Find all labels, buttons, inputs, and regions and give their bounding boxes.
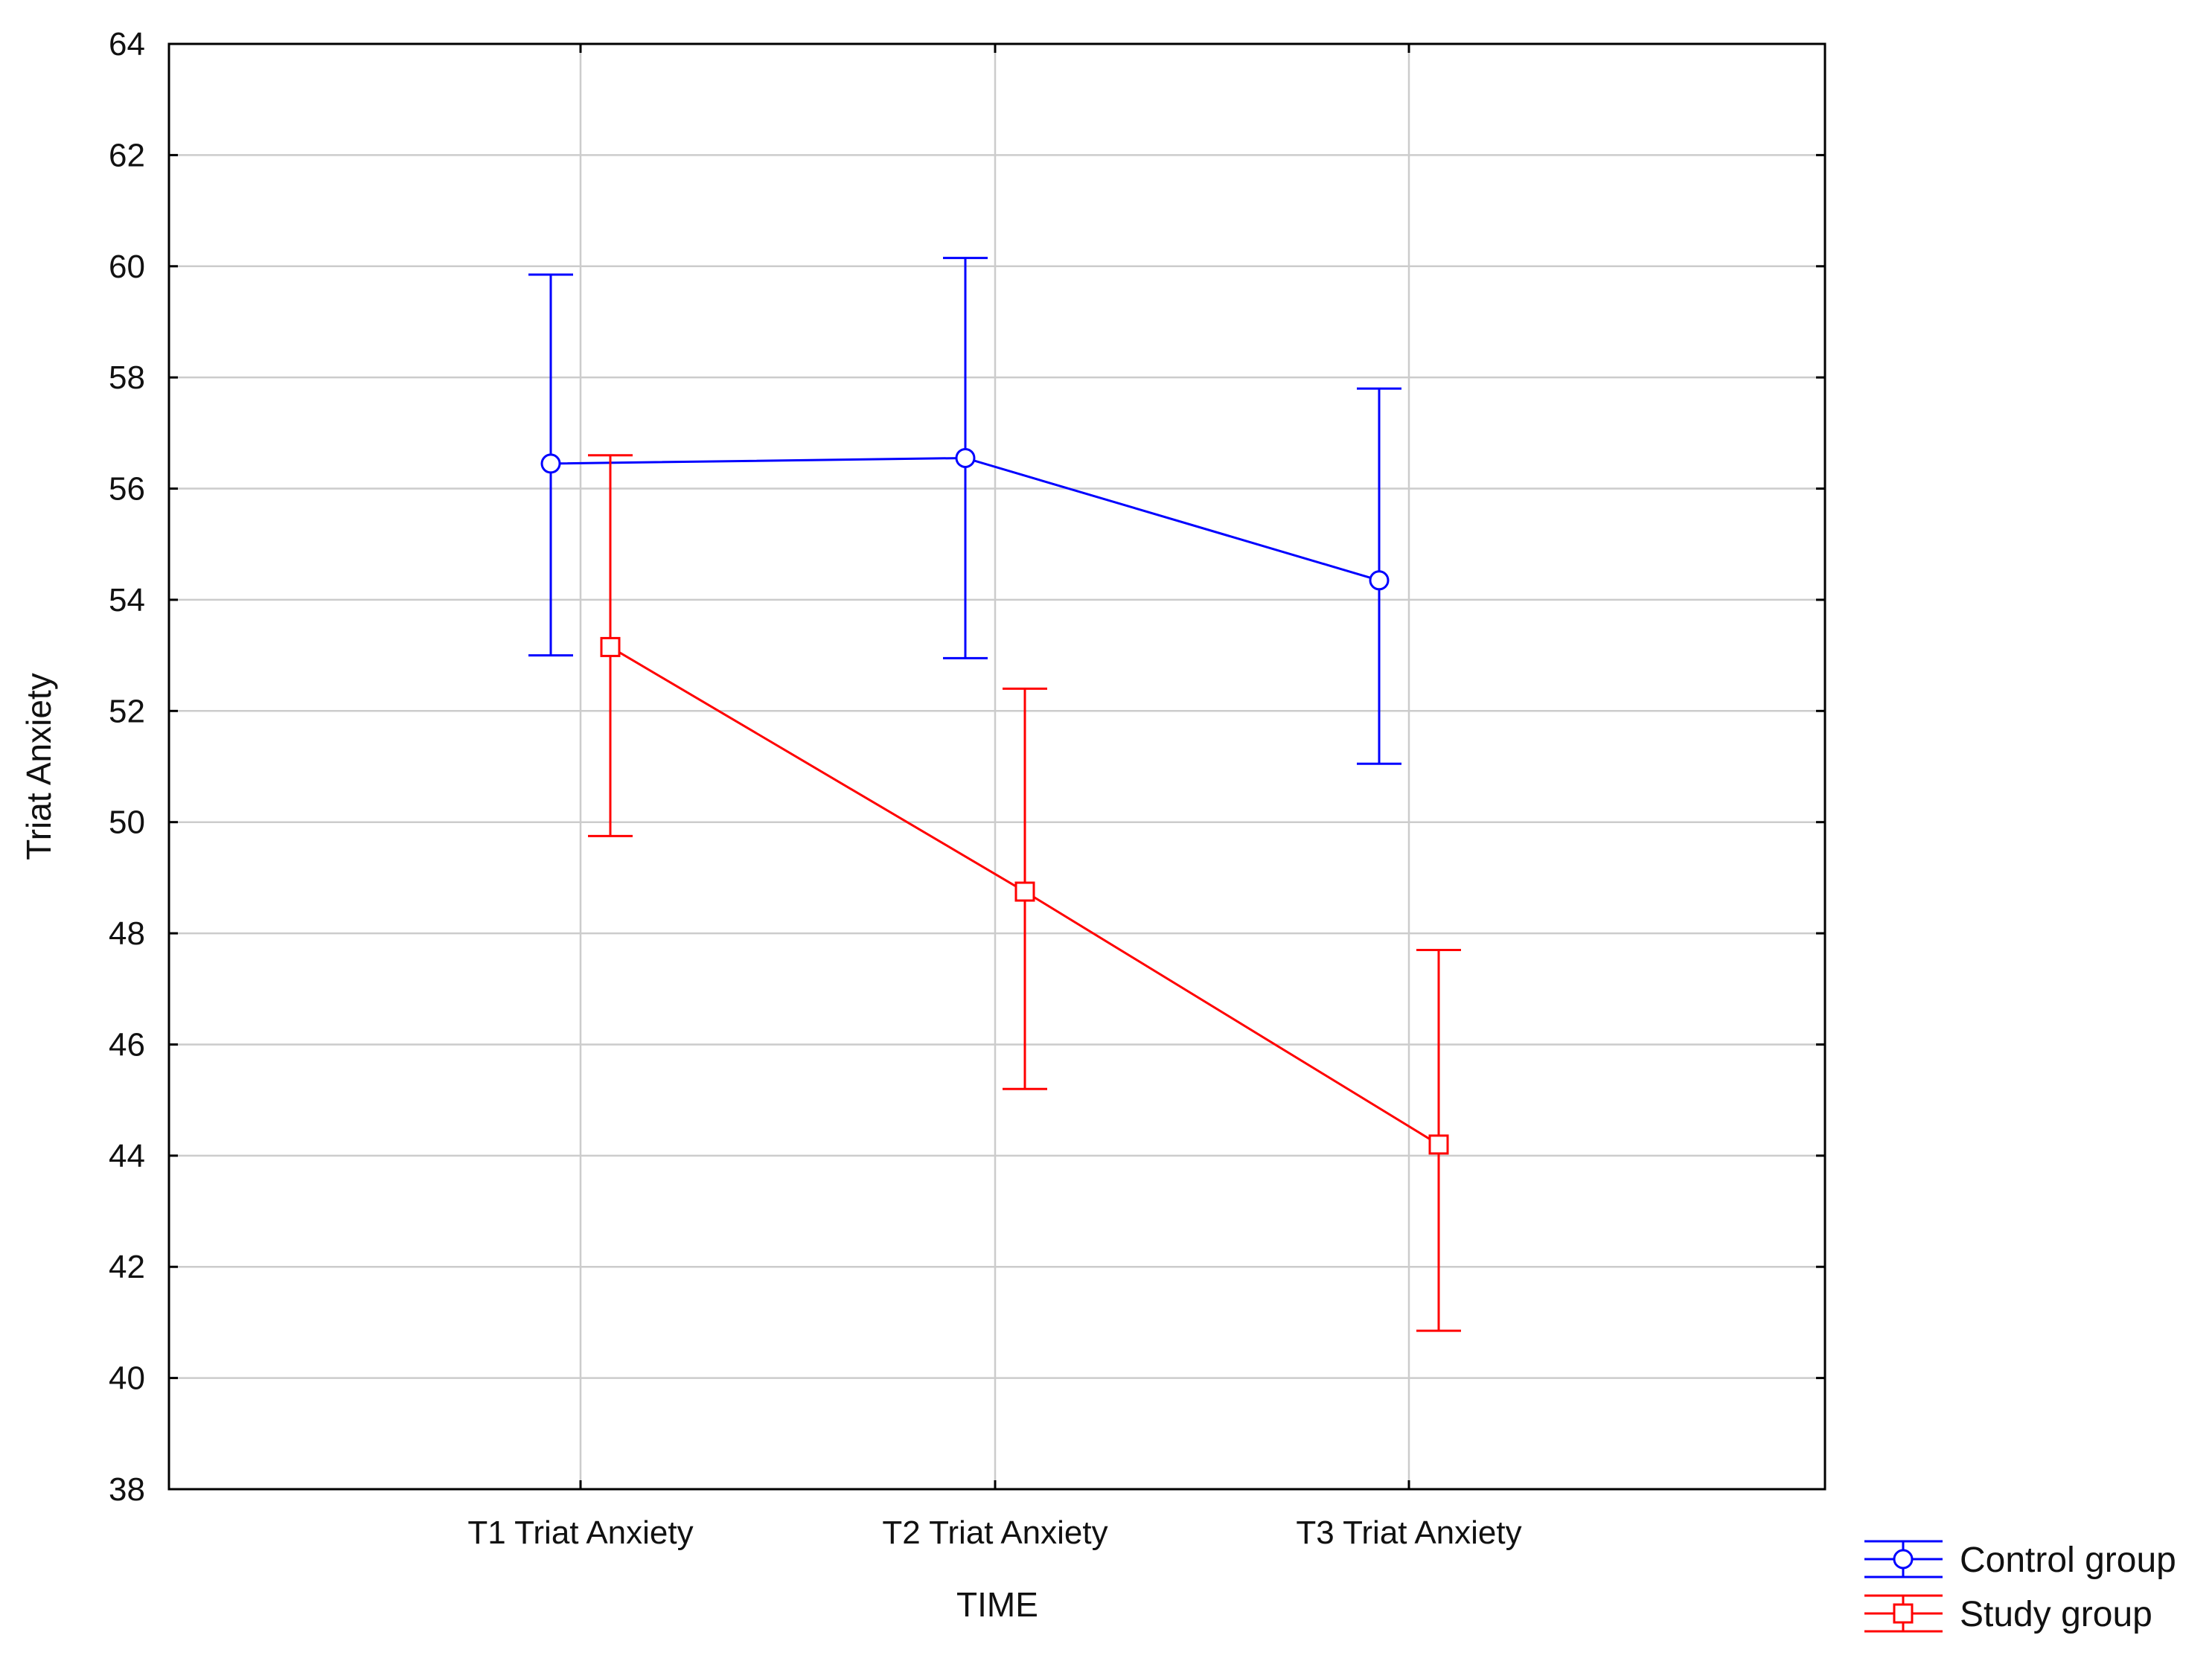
y-axis-title: Triat Anxiety bbox=[19, 673, 58, 860]
legend-item: Control group bbox=[1864, 1540, 2176, 1580]
y-tick-label: 46 bbox=[109, 1026, 145, 1063]
y-tick-label: 62 bbox=[109, 137, 145, 173]
y-tick-label: 40 bbox=[109, 1360, 145, 1397]
plot-frame bbox=[167, 42, 1826, 1491]
plot-series bbox=[528, 257, 1461, 1332]
y-tick-label: 54 bbox=[109, 582, 145, 618]
y-tick-label: 38 bbox=[109, 1471, 145, 1508]
legend-marker bbox=[1893, 1549, 1914, 1570]
legend: Control group Study group bbox=[1864, 1540, 2176, 1634]
data-point bbox=[540, 453, 561, 474]
data-point bbox=[600, 636, 621, 657]
y-tick-label: 52 bbox=[109, 693, 145, 729]
series-control-group bbox=[528, 257, 1401, 765]
x-tick-label: T1 Triat Anxiety bbox=[467, 1514, 693, 1551]
legend-item: Study group bbox=[1864, 1594, 2152, 1634]
data-point bbox=[1428, 1134, 1449, 1155]
y-tick-label: 60 bbox=[109, 249, 145, 285]
data-point bbox=[1014, 881, 1035, 902]
grid-lines bbox=[169, 44, 1825, 1489]
x-tick-label: T2 Triat Anxiety bbox=[882, 1514, 1107, 1551]
series-study-group bbox=[588, 454, 1461, 1332]
y-tick-label: 64 bbox=[109, 26, 145, 63]
legend-label: Control group bbox=[1960, 1541, 2176, 1580]
y-tick-label: 58 bbox=[109, 359, 145, 396]
y-tick-label: 56 bbox=[109, 471, 145, 508]
data-point bbox=[1369, 570, 1390, 591]
legend-label: Study group bbox=[1960, 1595, 2152, 1634]
data-point bbox=[955, 447, 976, 468]
y-tick-label: 44 bbox=[109, 1138, 145, 1174]
y-axis: 38 40 42 44 46 48 50 52 54 56 58 60 62 64 bbox=[109, 26, 1825, 1508]
x-axis-title: TIME bbox=[956, 1585, 1038, 1624]
x-axis: T1 Triat Anxiety T2 Triat Anxiety T3 Triat… bbox=[467, 44, 1522, 1551]
legend-marker bbox=[1893, 1603, 1914, 1624]
y-tick-label: 50 bbox=[109, 804, 145, 841]
y-tick-label: 48 bbox=[109, 915, 145, 952]
x-tick-label: T3 Triat Anxiety bbox=[1296, 1514, 1521, 1551]
y-tick-label: 42 bbox=[109, 1249, 145, 1285]
